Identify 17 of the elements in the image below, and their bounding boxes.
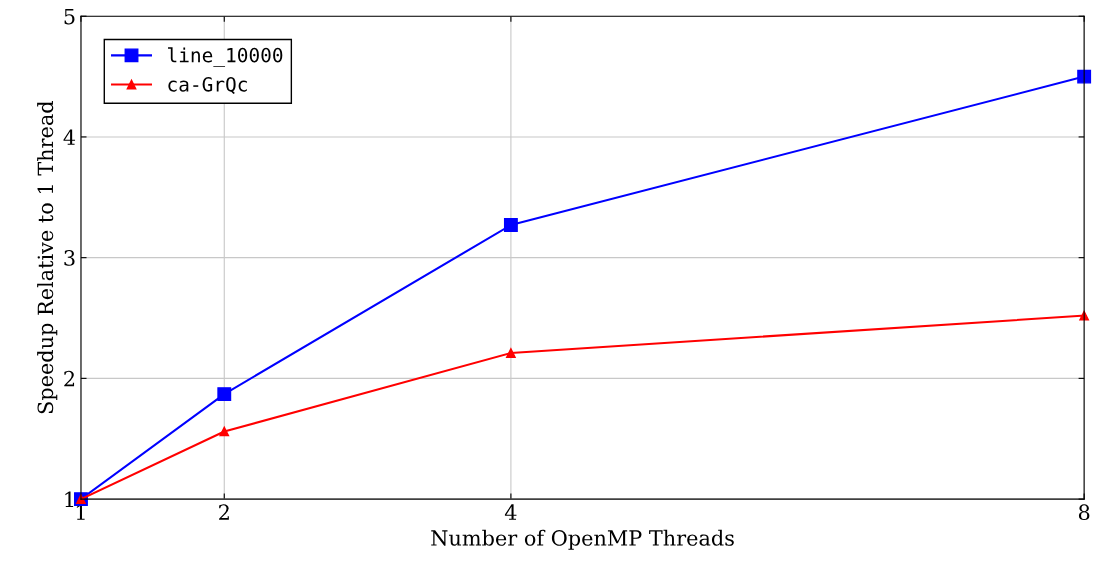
y-axis-title: Speedup Relative to 1 Thread [37,100,58,414]
legend-label: line_10000 [168,47,283,67]
point [503,218,518,233]
x-tick-label: 8 [1078,504,1090,521]
y-tick-label: 3 [64,250,75,266]
y-tick-label: 5 [64,8,75,25]
x-tick-label: 2 [219,504,229,520]
legend-label: ca-GrQc [168,76,247,94]
y-tick-label: 2 [64,370,75,387]
x-axis-title: Number of OpenMP Threads [431,529,734,550]
point [1077,69,1092,84]
y-tick-label: 4 [63,129,76,145]
y-tick-label: 1 [65,491,74,508]
point [217,387,232,402]
point [219,426,230,437]
point [506,348,516,358]
x-tick-label: 4 [504,504,517,520]
